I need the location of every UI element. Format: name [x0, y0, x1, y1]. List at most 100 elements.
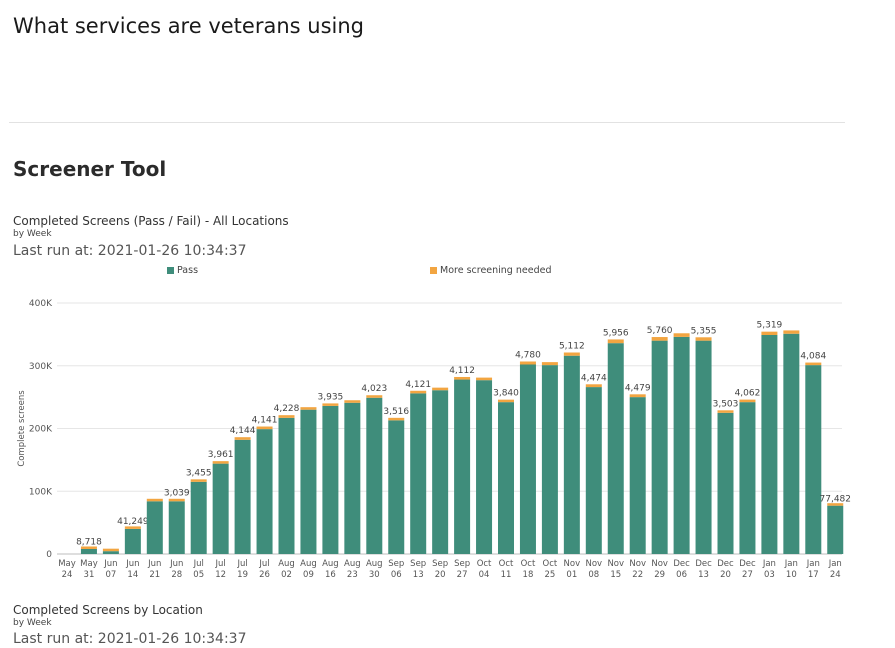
bar-more-screening[interactable]	[454, 376, 471, 380]
bar-pass[interactable]	[256, 429, 273, 554]
bar-more-screening[interactable]	[190, 479, 207, 482]
bar-more-screening[interactable]	[102, 548, 119, 552]
bar-pass[interactable]	[673, 336, 690, 554]
x-tick-label-month: Jun	[169, 559, 183, 569]
bar-more-screening[interactable]	[651, 337, 668, 341]
bar-pass[interactable]	[344, 402, 361, 554]
bar-more-screening[interactable]	[783, 330, 800, 334]
report-subtitle-by-location: by Week	[13, 618, 52, 628]
bar-pass[interactable]	[519, 364, 536, 554]
x-tick-label-day: 06	[676, 570, 687, 580]
bar-more-screening[interactable]	[498, 399, 514, 403]
bar-pass[interactable]	[234, 439, 251, 554]
data-label: 3,039	[164, 488, 190, 498]
bar-pass[interactable]	[410, 393, 427, 554]
bar-pass[interactable]	[454, 379, 471, 554]
y-tick-label: 0	[46, 550, 52, 560]
bar-more-screening[interactable]	[541, 362, 558, 366]
bar-more-screening[interactable]	[607, 339, 624, 344]
bar-more-screening[interactable]	[80, 546, 97, 549]
x-tick-label-month: Nov	[564, 559, 581, 569]
bar-pass[interactable]	[146, 501, 163, 554]
bar-pass[interactable]	[761, 335, 778, 554]
x-tick-label-day: 04	[479, 570, 490, 580]
bar-pass[interactable]	[124, 528, 141, 554]
bar-more-screening[interactable]	[717, 410, 734, 413]
bar-more-screening[interactable]	[146, 498, 163, 502]
bar-more-screening[interactable]	[805, 362, 822, 366]
bar-pass[interactable]	[168, 501, 185, 554]
bar-more-screening[interactable]	[432, 387, 449, 391]
x-tick-label-month: Jun	[125, 559, 139, 569]
bar-more-screening[interactable]	[585, 384, 602, 388]
bar-pass[interactable]	[322, 405, 339, 554]
bar-more-screening[interactable]	[673, 333, 690, 337]
bar-more-screening[interactable]	[410, 390, 427, 394]
x-tick-label-month: May	[80, 559, 98, 569]
x-tick-label-day: 11	[501, 570, 512, 580]
x-tick-label-day: 26	[259, 570, 270, 580]
bar-more-screening[interactable]	[519, 361, 536, 365]
bar-pass[interactable]	[102, 551, 119, 554]
bar-more-screening[interactable]	[366, 395, 383, 398]
x-tick-label-day: 14	[127, 570, 138, 580]
bar-more-screening[interactable]	[234, 437, 251, 440]
x-tick-label-month: Sep	[432, 559, 448, 569]
bar-pass[interactable]	[739, 402, 756, 554]
bar-more-screening[interactable]	[168, 498, 185, 502]
legend-item-more-screening[interactable]: More screening needed	[430, 265, 551, 276]
x-tick-label-month: Aug	[300, 559, 317, 569]
bar-more-screening[interactable]	[300, 407, 317, 410]
bar-pass[interactable]	[695, 340, 712, 554]
bar-pass[interactable]	[366, 397, 383, 554]
x-tick-label-month: Aug	[278, 559, 295, 569]
bar-pass[interactable]	[278, 417, 295, 554]
legend-item-pass[interactable]: Pass	[167, 265, 198, 276]
x-tick-label-day: 09	[303, 570, 314, 580]
report-title-by-location[interactable]: Completed Screens by Location	[13, 603, 203, 617]
bar-more-screening[interactable]	[278, 415, 295, 418]
bar-pass[interactable]	[585, 387, 602, 554]
bar-more-screening[interactable]	[212, 461, 229, 464]
bar-pass[interactable]	[783, 333, 800, 554]
x-tick-label-day: 24	[830, 570, 841, 580]
bar-pass[interactable]	[190, 481, 207, 554]
bar-pass[interactable]	[805, 365, 822, 554]
bar-more-screening[interactable]	[563, 352, 580, 356]
bar-pass[interactable]	[629, 397, 646, 554]
bar-pass[interactable]	[212, 463, 229, 554]
bar-pass[interactable]	[717, 412, 734, 554]
x-tick-label-day: 06	[391, 570, 402, 580]
bar-pass[interactable]	[300, 409, 317, 554]
bar-pass[interactable]	[498, 402, 514, 554]
bar-pass[interactable]	[827, 505, 844, 554]
data-label: 4,023	[361, 384, 387, 394]
x-tick-label-day: 02	[281, 570, 292, 580]
x-tick-label-day: 12	[215, 570, 226, 580]
bar-more-screening[interactable]	[322, 403, 339, 406]
bar-more-screening[interactable]	[761, 331, 778, 336]
bar-pass[interactable]	[80, 548, 97, 554]
section-title: Screener Tool	[13, 157, 167, 181]
x-tick-label-day: 07	[105, 570, 116, 580]
bar-pass[interactable]	[432, 390, 449, 554]
bar-more-screening[interactable]	[695, 337, 712, 341]
bar-more-screening[interactable]	[388, 417, 405, 421]
page-title: What services are veterans using	[13, 14, 364, 38]
bar-pass[interactable]	[388, 420, 405, 554]
bar-more-screening[interactable]	[476, 377, 493, 381]
bar-pass[interactable]	[607, 343, 624, 554]
bar-pass[interactable]	[563, 355, 580, 554]
x-tick-label-day: 29	[654, 570, 665, 580]
bar-more-screening[interactable]	[739, 399, 756, 403]
bar-pass[interactable]	[476, 380, 493, 554]
bar-more-screening[interactable]	[124, 526, 141, 529]
bar-more-screening[interactable]	[344, 400, 361, 403]
bar-more-screening[interactable]	[256, 426, 273, 430]
bar-pass[interactable]	[541, 365, 558, 554]
bar-pass[interactable]	[651, 340, 668, 554]
bar-more-screening[interactable]	[629, 394, 646, 398]
report-title[interactable]: Completed Screens (Pass / Fail) - All Lo…	[13, 214, 289, 228]
bar-more-screening[interactable]	[827, 503, 844, 506]
